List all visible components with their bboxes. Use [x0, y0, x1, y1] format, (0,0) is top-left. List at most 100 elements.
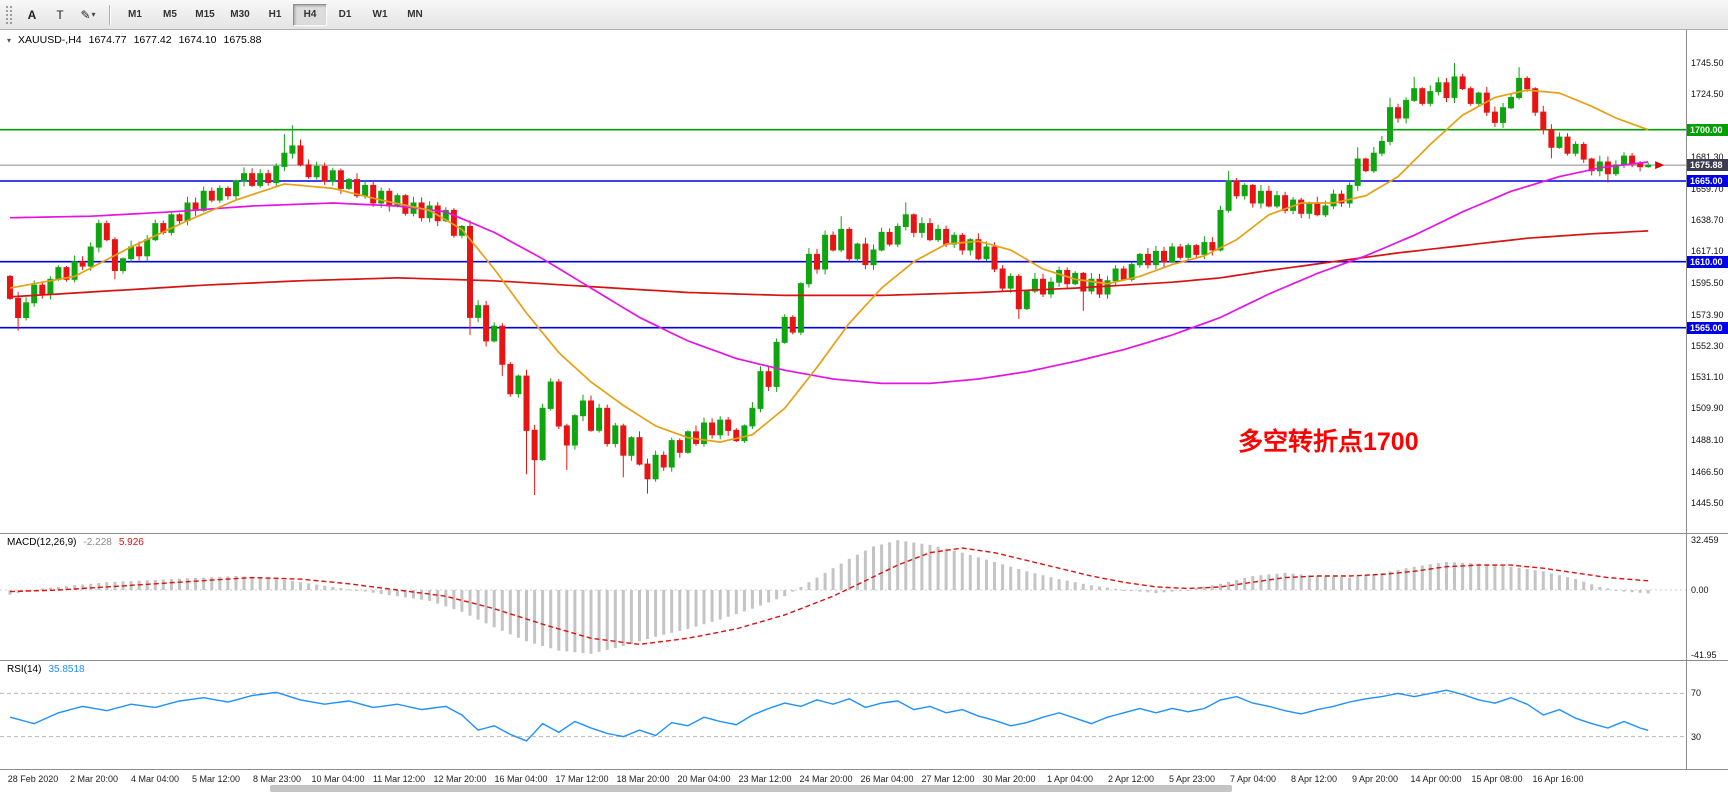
- macd-histogram-bar: [186, 578, 189, 590]
- macd-histogram-bar: [1598, 586, 1602, 590]
- candle-body: [1370, 152, 1377, 172]
- macd-histogram-bar: [1453, 562, 1456, 590]
- macd-histogram-bar: [315, 584, 319, 590]
- candle-body: [1306, 202, 1313, 214]
- timeframe-h4-button[interactable]: H4: [293, 3, 327, 26]
- macd-histogram-bar: [1114, 588, 1118, 590]
- candle-body: [1031, 278, 1038, 292]
- candle-body: [1023, 290, 1030, 310]
- drawing-tool-button[interactable]: ✎ ▾: [75, 3, 101, 27]
- timeframe-d1-button[interactable]: D1: [338, 9, 352, 20]
- macd-histogram-bar: [863, 550, 867, 590]
- time-label: 12 Mar 20:00: [433, 774, 487, 784]
- price-badge-1700.00: 1700.00: [1687, 123, 1728, 136]
- candle-body: [1629, 155, 1636, 164]
- candle-body: [1209, 242, 1216, 251]
- candle-body: [1282, 195, 1289, 211]
- macd-histogram-bar: [565, 590, 569, 652]
- rsi-panel[interactable]: RSI(14) 35.8518 70 30: [0, 661, 1728, 770]
- text-tool-button[interactable]: T: [47, 3, 73, 27]
- candle-body: [1580, 143, 1587, 160]
- macd-histogram-bar: [759, 590, 762, 606]
- one-click-trading-toggle[interactable]: ▾: [7, 35, 12, 45]
- macd-histogram-bar: [1210, 585, 1214, 590]
- macd-histogram-bar: [694, 590, 698, 627]
- timeframe-mn-button[interactable]: MN: [407, 9, 423, 20]
- macd-histogram-bar: [387, 590, 391, 596]
- timeframe-w1-button[interactable]: W1: [372, 9, 388, 20]
- macd-histogram-bar: [492, 590, 496, 628]
- macd-histogram-bar: [1388, 571, 1392, 590]
- candle-body: [1152, 250, 1159, 266]
- candle-body: [152, 223, 159, 241]
- timeframe-m30-button[interactable]: M30: [230, 9, 250, 20]
- candle-body: [1201, 242, 1208, 255]
- candle-body: [1508, 97, 1514, 109]
- macd-histogram-bar: [1089, 585, 1093, 590]
- candle-body: [1225, 180, 1232, 211]
- candle-body: [1330, 193, 1337, 207]
- macd-histogram-bar: [307, 583, 311, 590]
- candle-body: [1322, 205, 1329, 216]
- macd-histogram-bar: [581, 590, 585, 653]
- macd-histogram-bar: [1275, 573, 1279, 590]
- macd-panel[interactable]: MACD(12,26,9) -2.228 5.926 32.459 0.00 -41…: [0, 534, 1728, 661]
- macd-histogram-bar: [549, 590, 553, 649]
- ma-mid-magenta-line: [9, 161, 1649, 385]
- candle-body: [1112, 268, 1119, 282]
- candle-body: [184, 202, 191, 222]
- macd-histogram-bar: [654, 590, 658, 637]
- annotation-tool-button[interactable]: A: [19, 3, 45, 27]
- macd-histogram-bar: [993, 562, 996, 590]
- candle-body: [1144, 253, 1151, 266]
- candle-body: [918, 223, 925, 233]
- macd-histogram-bar: [855, 554, 859, 590]
- macd-axis-tick: 0.00: [1691, 585, 1709, 595]
- macd-histogram-bar: [1477, 563, 1481, 590]
- candle-body: [313, 165, 320, 178]
- horizontal-scrollbar-thumb[interactable]: [270, 785, 1232, 792]
- macd-histogram-bar: [944, 548, 948, 590]
- price-chart[interactable]: [0, 30, 1686, 533]
- macd-axis-tick: -41.95: [1691, 650, 1717, 661]
- macd-signal-line: [9, 547, 1649, 646]
- candle-body: [483, 305, 490, 342]
- timeframe-h1-button[interactable]: H1: [268, 9, 282, 20]
- macd-histogram-bar: [169, 579, 173, 590]
- timeframe-m15-button[interactable]: M15: [195, 9, 215, 20]
- candle-body: [773, 341, 780, 387]
- rsi-chart[interactable]: [0, 661, 1686, 769]
- chart-annotation-text[interactable]: 多空转折点1700: [1238, 428, 1419, 456]
- price-axis-tick: 1681.30: [1691, 152, 1724, 163]
- rsi-axis-tick: 30: [1691, 731, 1702, 742]
- candle-body: [709, 422, 716, 436]
- candle-body: [273, 165, 280, 183]
- timeframe-m1-button[interactable]: M1: [128, 9, 142, 20]
- time-label: 1 Apr 04:00: [1046, 774, 1094, 784]
- candle-body: [378, 190, 385, 204]
- macd-histogram-bar: [1017, 569, 1021, 590]
- macd-histogram-bar: [194, 577, 198, 590]
- candle-body: [1556, 136, 1563, 148]
- candle-body: [733, 429, 740, 442]
- main-chart-panel[interactable]: ▾ XAUUSD-,H4 1674.77 1677.42 1674.10 167…: [0, 30, 1728, 534]
- candle-body: [822, 234, 829, 270]
- candle-body: [1475, 92, 1482, 104]
- candle-body: [1435, 82, 1442, 93]
- macd-chart[interactable]: [0, 534, 1686, 660]
- candle-body: [1362, 158, 1369, 172]
- rsi-line: [9, 689, 1649, 742]
- candle-body: [1015, 275, 1022, 310]
- candle-body: [1136, 253, 1143, 266]
- price-axis-tick: 1509.90: [1691, 403, 1724, 414]
- time-label: 4 Mar 04:00: [130, 774, 180, 784]
- rsi-value: 35.8518: [48, 664, 85, 675]
- timeframe-m5-button[interactable]: M5: [163, 9, 177, 20]
- macd-histogram-bar: [920, 543, 924, 590]
- candle-body: [547, 381, 554, 409]
- macd-histogram-bar: [331, 586, 335, 590]
- macd-histogram-bar: [395, 590, 399, 597]
- toolbar-grip[interactable]: [5, 4, 12, 25]
- macd-histogram-bar: [363, 590, 367, 592]
- macd-histogram-bar: [444, 590, 448, 607]
